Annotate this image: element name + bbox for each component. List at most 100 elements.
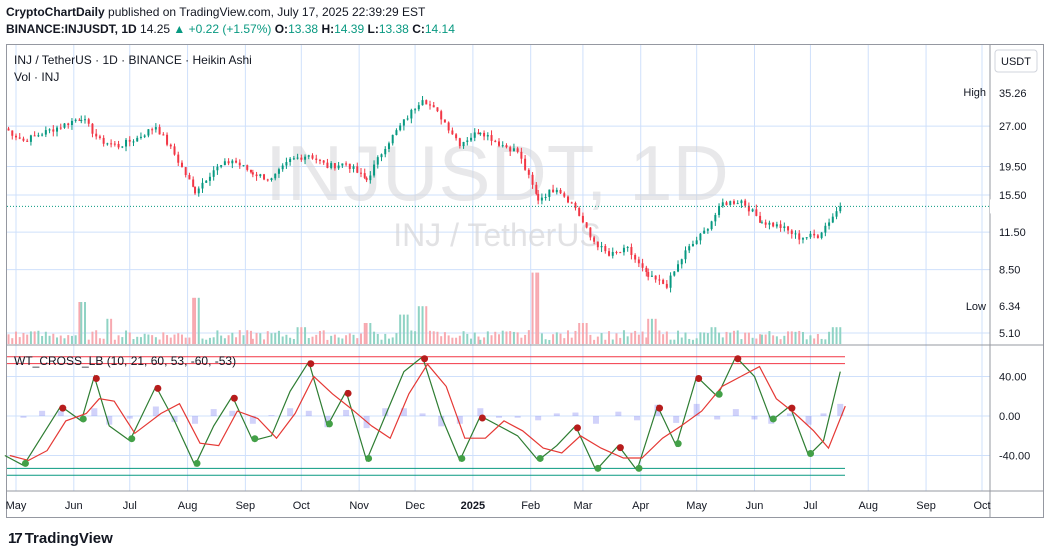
volume-bar: [570, 337, 573, 344]
currency-button-box[interactable]: [994, 49, 1038, 73]
volume-bar: [281, 336, 284, 344]
volume-bar: [242, 335, 245, 344]
x-tick-label: Dec: [405, 500, 425, 512]
symbol-info: BINANCE:INJUSDT, 1D 14.25 ▲ +0.22 (+1.57…: [6, 22, 455, 36]
volume-bar: [462, 331, 465, 344]
y-tick-label: 19.50: [999, 162, 1027, 174]
candle-body: [520, 151, 523, 159]
volume-bar: [824, 339, 827, 344]
volume-bar: [117, 335, 120, 344]
volume-bar: [356, 338, 359, 344]
candle-body: [417, 105, 420, 110]
volume-bar: [699, 332, 702, 344]
volume-bar: [74, 335, 77, 344]
indicator-label[interactable]: WT_CROSS_LB (10, 21, 60, 53, -60, -53): [14, 354, 236, 368]
high-label: H:: [321, 22, 335, 36]
time-axis[interactable]: May Jun Jul Aug Sep Oct Nov Dec 2025 Feb Mar Apr May…: [6, 500, 991, 512]
price-axis[interactable]: 27.00 19.50 15.50 11.50 8.50 5.10: [999, 121, 1027, 340]
candle-body: [473, 132, 476, 138]
candle-body: [622, 247, 625, 253]
candle-body: [74, 119, 77, 121]
volume-bar: [98, 338, 101, 344]
candle-body: [505, 145, 508, 148]
volume-bar: [251, 338, 254, 344]
watermark-name: INJ / TetherUS: [393, 217, 600, 253]
candle-body: [98, 136, 101, 138]
candle-body: [263, 174, 266, 180]
tradingview-brand[interactable]: 17 TradingView: [8, 530, 113, 547]
candle-body: [84, 119, 86, 121]
candle-body: [654, 275, 657, 280]
volume-bar: [479, 339, 482, 344]
volume-bar: [429, 330, 431, 344]
volume-bar: [369, 323, 372, 344]
volume-bar: [593, 339, 596, 344]
currency-button[interactable]: USDT: [994, 49, 1038, 73]
candle-body: [348, 163, 351, 169]
volume-bar: [490, 335, 493, 344]
high-marker: High 35.26: [963, 87, 1026, 100]
volume-bar: [501, 330, 504, 344]
x-tick-label: Feb: [521, 500, 540, 512]
candle-body: [501, 145, 504, 147]
volume-label[interactable]: Vol · INJ: [14, 70, 59, 84]
candle-body: [246, 165, 249, 170]
volume-bar: [194, 297, 197, 344]
volume-bar: [447, 335, 450, 344]
volume-bar: [581, 323, 584, 344]
wt-cross-down-dot: [154, 384, 162, 392]
candle-body: [29, 135, 32, 142]
volume-bar: [162, 332, 165, 344]
volume-bar: [706, 333, 709, 344]
wt-hist-bar: [496, 416, 502, 418]
wt-hist-bar: [837, 403, 844, 416]
volume-bar: [630, 332, 633, 344]
candle-body: [589, 227, 592, 238]
volume-bar: [695, 338, 698, 344]
volume-bar: [391, 337, 394, 344]
close-label: C:: [412, 22, 425, 36]
volume-bar: [608, 331, 611, 344]
volume-bar: [300, 327, 303, 344]
wt-hist-bar: [419, 413, 426, 416]
wt-cross-down-dot: [788, 404, 796, 412]
candle-body: [498, 141, 500, 146]
volume-bar: [18, 337, 21, 344]
candle-body: [188, 175, 191, 180]
volume-bar: [406, 314, 409, 344]
wt-cross-down-dot: [695, 375, 703, 382]
volume-bar: [169, 337, 172, 344]
candle-body: [744, 200, 747, 206]
wt-hist-bar: [477, 408, 484, 416]
volume-bar: [277, 330, 280, 344]
candle-body: [688, 246, 691, 251]
wt-cross-up-dot: [635, 464, 643, 472]
wt-cross-down-dot: [230, 394, 238, 402]
currency-button-label[interactable]: USDT: [1001, 56, 1031, 68]
wt-hist-bar: [268, 415, 275, 416]
candle-body: [596, 241, 599, 248]
wt-hist-bar: [171, 416, 178, 423]
volume-bar: [527, 330, 530, 344]
volume-bar: [180, 334, 183, 344]
candle-body: [63, 123, 66, 128]
volume-bar: [212, 337, 215, 344]
volume-bar: [410, 330, 413, 344]
wt-hist-bar: [39, 410, 46, 416]
candle-body: [402, 119, 405, 126]
x-tick-label: Oct: [293, 500, 310, 512]
candle-body: [395, 130, 398, 135]
candle-body: [684, 250, 687, 260]
candle-body: [486, 135, 489, 137]
volume-bar: [184, 337, 187, 344]
candle-body: [677, 264, 680, 272]
y-tick-label: 5.10: [999, 328, 1020, 340]
pane-title[interactable]: INJ / TetherUS · 1D · BINANCE · Heikin A…: [14, 53, 252, 67]
publisher-name[interactable]: CryptoChartDaily: [6, 5, 105, 19]
volume-bar: [458, 335, 461, 344]
up-triangle-icon: ▲: [173, 22, 186, 36]
candle-body: [759, 215, 762, 223]
candle-body: [158, 127, 161, 135]
volume-bar: [52, 333, 55, 344]
